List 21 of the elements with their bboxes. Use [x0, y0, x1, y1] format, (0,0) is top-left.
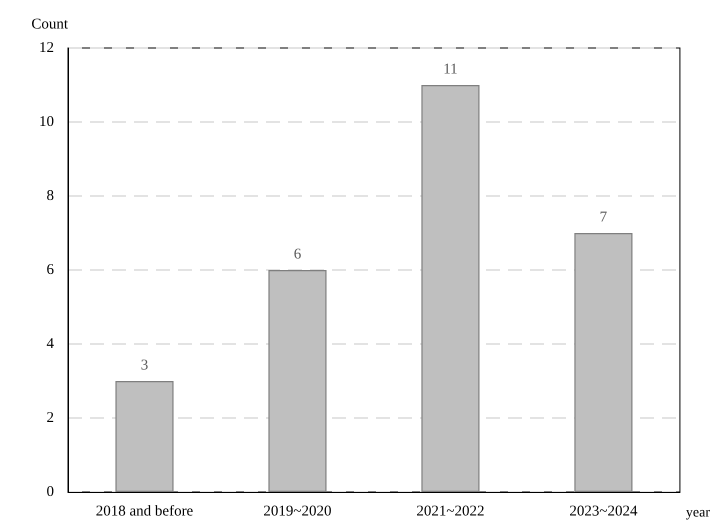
bar [268, 270, 327, 492]
y-tick-label: 8 [46, 188, 54, 204]
y-tick-label: 6 [46, 262, 54, 278]
data-label: 3 [140, 358, 148, 374]
x-axis-title: year [686, 506, 710, 520]
bar [115, 381, 174, 492]
y-tick-label: 4 [46, 336, 54, 352]
x-tick-label: 2019~2020 [263, 504, 332, 520]
y-tick-label: 10 [39, 114, 54, 130]
data-label: 7 [600, 210, 608, 226]
data-label: 6 [294, 246, 302, 262]
y-tick-label: 2 [46, 410, 54, 426]
x-tick-label: 2021~2022 [416, 504, 485, 520]
bar [421, 85, 480, 492]
y-tick-label: 0 [46, 484, 54, 500]
y-tick-label: 12 [39, 40, 54, 56]
y-axis-title: Count [31, 16, 69, 32]
x-tick-label: 2023~2024 [569, 504, 638, 520]
data-label: 11 [443, 62, 458, 78]
x-tick-label: 2018 and before [96, 504, 194, 520]
bar [574, 233, 632, 492]
